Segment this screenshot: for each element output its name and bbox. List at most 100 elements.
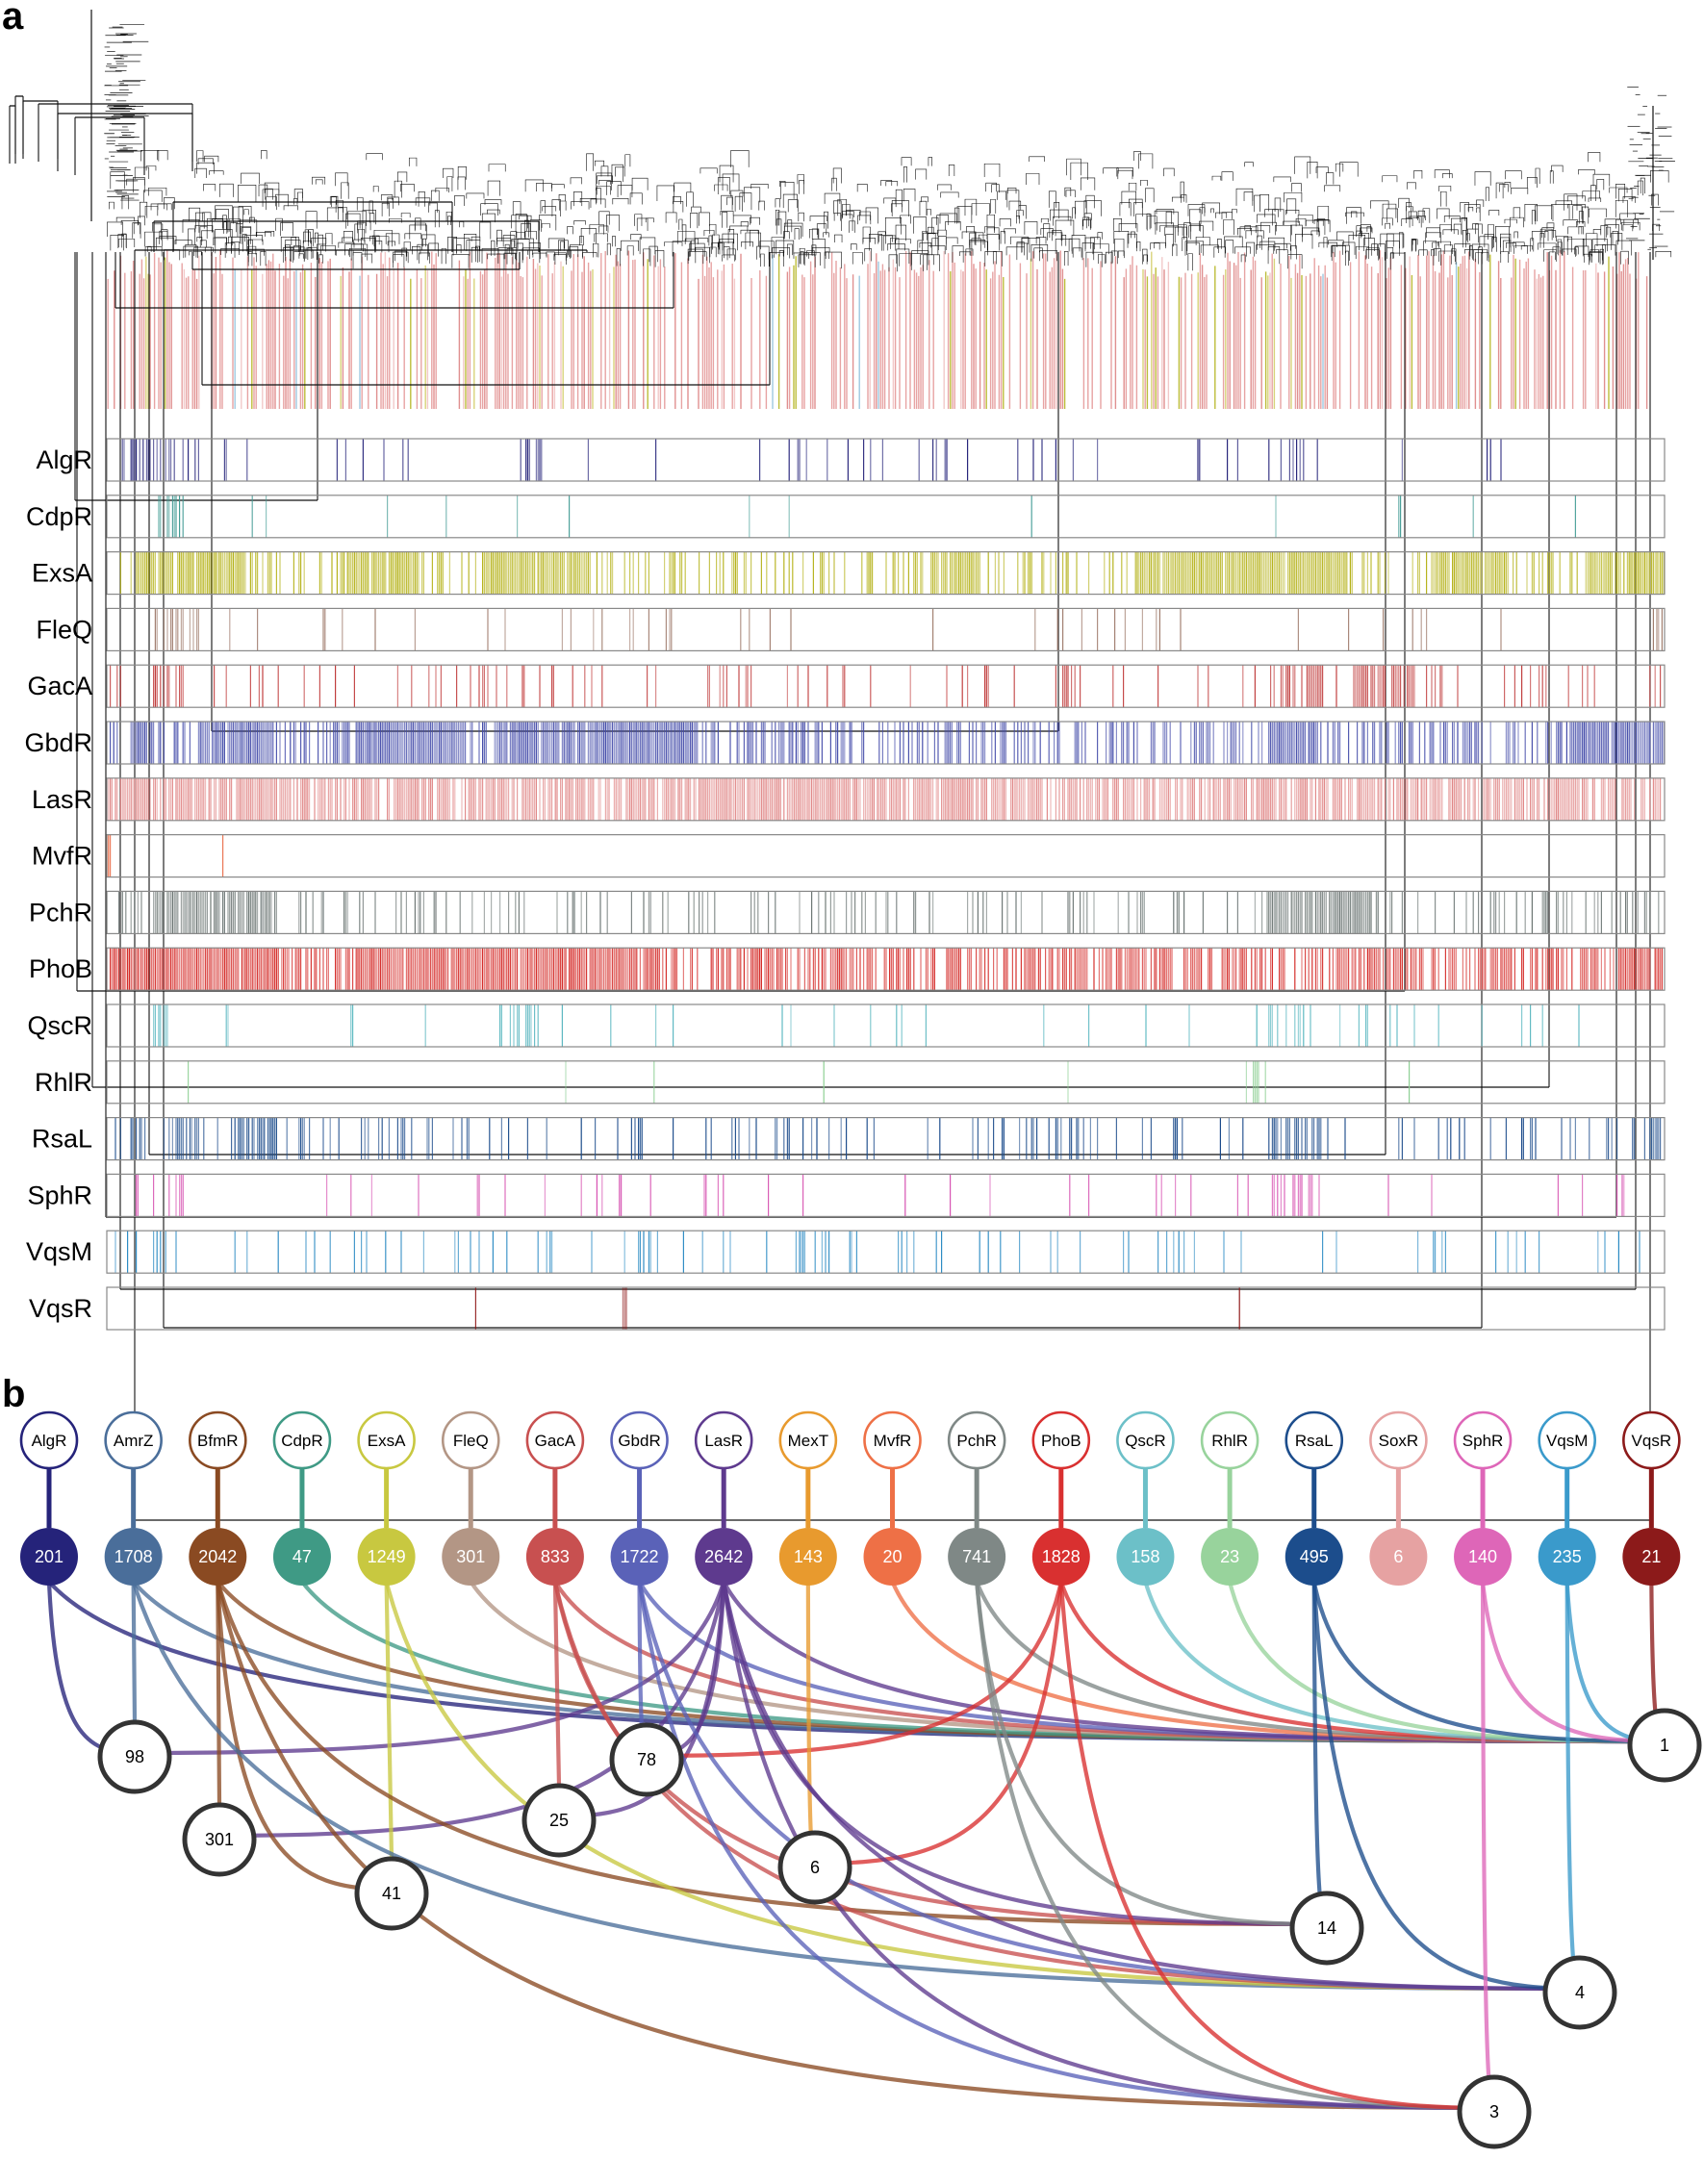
- regulator-count: 1828: [1042, 1547, 1081, 1566]
- group-circle: [182, 1802, 257, 1877]
- regulator-RsaL: RsaL 495: [1284, 1410, 1344, 1586]
- track-frame: [106, 947, 1666, 991]
- track-frame: [106, 1173, 1666, 1218]
- track-frame: [106, 607, 1666, 652]
- regulator-name-node: [1200, 1410, 1259, 1470]
- regulator-name: AlgR: [32, 1432, 67, 1450]
- regulator-count-node: [1031, 1528, 1090, 1586]
- regulator-name-node: [1031, 1410, 1091, 1470]
- regulator-name-node: [19, 1410, 79, 1470]
- regulator-CdpR: CdpR 47: [272, 1410, 332, 1586]
- track-VqsR: VqsR: [29, 1286, 1666, 1331]
- regulator-name-node: [778, 1410, 838, 1470]
- regulator-count-node: [357, 1528, 416, 1586]
- edge-PchR-to-group-14: [975, 1579, 1330, 1927]
- regulator-count: 47: [292, 1547, 312, 1566]
- regulator-count-node: [1454, 1528, 1513, 1586]
- regulator-count: 235: [1553, 1547, 1582, 1566]
- group-node-25: 25: [521, 1783, 597, 1858]
- track-label: MvfR: [32, 842, 92, 871]
- regulator-BfmR: BfmR 2042: [189, 1410, 247, 1586]
- regulator-name-node: [525, 1410, 585, 1470]
- regulator-count-node: [695, 1528, 753, 1586]
- regulator-SoxR: SoxR 6: [1369, 1410, 1428, 1586]
- track-AlgR: AlgR: [36, 438, 1666, 482]
- regulator-count: 6: [1393, 1547, 1403, 1566]
- edge-LasR-to-group-98: [132, 1579, 726, 1756]
- track-frame: [106, 890, 1666, 935]
- track-label: QscR: [28, 1011, 93, 1040]
- regulator-name-node: [947, 1410, 1006, 1470]
- edge-RsaL-to-group-1: [1311, 1579, 1667, 1744]
- regulator-count-node: [610, 1528, 669, 1586]
- regulator-count-node: [442, 1528, 500, 1586]
- group-count: 98: [125, 1747, 144, 1766]
- track-label: CdpR: [26, 502, 92, 531]
- track-label: PhoB: [29, 954, 92, 983]
- group-node-78: 78: [609, 1722, 684, 1797]
- track-frame: [106, 833, 1666, 878]
- group-circle: [1542, 1955, 1617, 2030]
- regulator-count: 143: [794, 1547, 823, 1566]
- regulator-name: VqsM: [1546, 1432, 1588, 1450]
- regulator-count: 1708: [114, 1547, 153, 1566]
- regulator-count-node: [778, 1528, 837, 1586]
- track-label: GbdR: [24, 728, 92, 757]
- regulator-count: 741: [962, 1547, 991, 1566]
- regulator-count: 301: [456, 1547, 485, 1566]
- group-node-1: 1: [1627, 1708, 1702, 1783]
- regulator-MexT: MexT 143: [778, 1410, 838, 1586]
- regulator-name: GacA: [535, 1432, 576, 1450]
- regulator-count: 21: [1641, 1547, 1661, 1566]
- track-label: ExsA: [32, 559, 92, 588]
- track-QscR: QscR: [28, 1003, 1666, 1048]
- track-label: FleQ: [36, 615, 92, 644]
- track-CdpR: CdpR: [26, 495, 1666, 539]
- group-count: 25: [549, 1811, 569, 1830]
- regulator-name-node: [189, 1410, 247, 1470]
- group-node-6: 6: [777, 1830, 852, 1905]
- regulator-VqsM: VqsM 235: [1538, 1410, 1596, 1586]
- track-frame: [106, 777, 1666, 822]
- track-SphR: SphR: [27, 1173, 1666, 1218]
- regulator-name-node: [1453, 1410, 1513, 1470]
- regulator-LasR: LasR 2642: [694, 1410, 753, 1586]
- regulator-count: 201: [35, 1547, 64, 1566]
- edge-RsaL-to-group-4: [1311, 1579, 1583, 1992]
- track-frame: [106, 1230, 1666, 1274]
- group-count: 3: [1489, 2102, 1499, 2121]
- track-frame: [106, 1116, 1666, 1161]
- track-frame: [106, 721, 1666, 765]
- track-frame: [106, 1060, 1666, 1105]
- regulator-count: 495: [1300, 1547, 1329, 1566]
- track-frame: [106, 495, 1666, 539]
- group-count: 6: [810, 1858, 820, 1877]
- regulator-name: LasR: [704, 1432, 743, 1450]
- group-circle: [1627, 1708, 1702, 1783]
- edge-GacA-to-group-25: [552, 1579, 562, 1789]
- nodes: AlgR201AmrZ1708BfmR2042CdpR47ExsA1249Fle…: [19, 1410, 1702, 2149]
- regulator-count-node: [1284, 1528, 1343, 1586]
- edge-LasR-to-group-14: [722, 1579, 1330, 1927]
- regulator-count: 140: [1468, 1547, 1497, 1566]
- group-count: 14: [1317, 1918, 1336, 1938]
- regulator-ExsA: ExsA 1249: [357, 1410, 416, 1586]
- track-frame: [106, 1003, 1666, 1048]
- regulator-name-node: [1622, 1410, 1681, 1470]
- regulator-name: MvfR: [874, 1432, 912, 1450]
- regulator-network: AlgR201AmrZ1708BfmR2042CdpR47ExsA1249Fle…: [19, 1410, 1702, 2149]
- regulator-name: RhlR: [1211, 1432, 1248, 1450]
- track-frame: [106, 1286, 1666, 1331]
- regulator-name: BfmR: [197, 1432, 239, 1450]
- track-GacA: GacA: [27, 664, 1666, 708]
- group-circle: [1457, 2074, 1532, 2149]
- regulator-name-node: [357, 1410, 416, 1470]
- group-node-3: 3: [1457, 2074, 1532, 2149]
- track-FleQ: FleQ: [36, 607, 1666, 652]
- regulator-name: FleQ: [453, 1432, 489, 1450]
- track-PhoB: PhoB: [29, 947, 1666, 991]
- group-count: 41: [382, 1884, 401, 1903]
- track-RhlR: RhlR: [35, 1060, 1666, 1105]
- track-label: GacA: [27, 672, 92, 700]
